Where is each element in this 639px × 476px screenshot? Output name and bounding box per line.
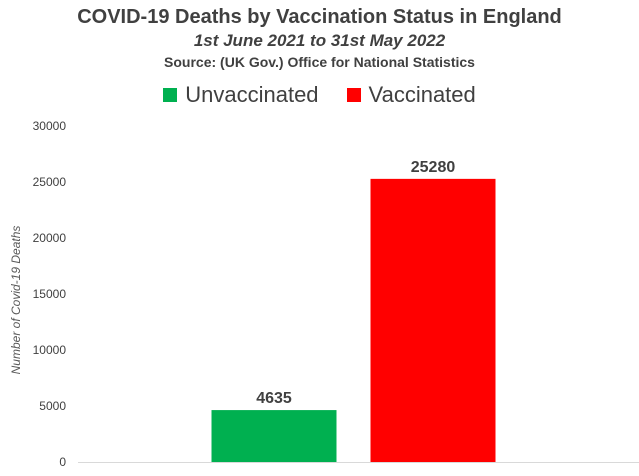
legend-swatch-vaccinated xyxy=(346,88,361,102)
bar-unvaccinated xyxy=(211,410,337,462)
y-tick-label: 20000 xyxy=(33,231,67,245)
y-tick-label: 0 xyxy=(59,455,66,469)
chart-title: COVID-19 Deaths by Vaccination Status in… xyxy=(77,6,562,28)
legend-swatch-unvaccinated xyxy=(163,88,178,102)
legend-item-vaccinated: Vaccinated xyxy=(346,82,476,108)
y-tick-label: 25000 xyxy=(33,175,67,189)
y-tick-label: 5000 xyxy=(39,399,66,413)
y-tick-label: 10000 xyxy=(33,343,67,357)
y-tick-label: 30000 xyxy=(33,119,67,133)
y-axis-label: Number of Covid-19 Deaths xyxy=(9,226,23,375)
chart-legend: Unvaccinated Vaccinated xyxy=(0,82,639,108)
legend-item-unvaccinated: Unvaccinated xyxy=(163,82,319,108)
chart-source: Source: (UK Gov.) Office for National St… xyxy=(164,54,475,70)
data-label-vaccinated: 25280 xyxy=(411,159,456,176)
data-label-unvaccinated: 4635 xyxy=(256,390,292,407)
y-tick-label: 15000 xyxy=(33,287,67,301)
legend-label-vaccinated: Vaccinated xyxy=(368,82,476,107)
bar-vaccinated xyxy=(370,178,496,462)
legend-label-unvaccinated: Unvaccinated xyxy=(185,82,319,107)
chart-header: COVID-19 Deaths by Vaccination Status in… xyxy=(0,4,639,72)
chart-subtitle: 1st June 2021 to 31st May 2022 xyxy=(193,31,446,50)
